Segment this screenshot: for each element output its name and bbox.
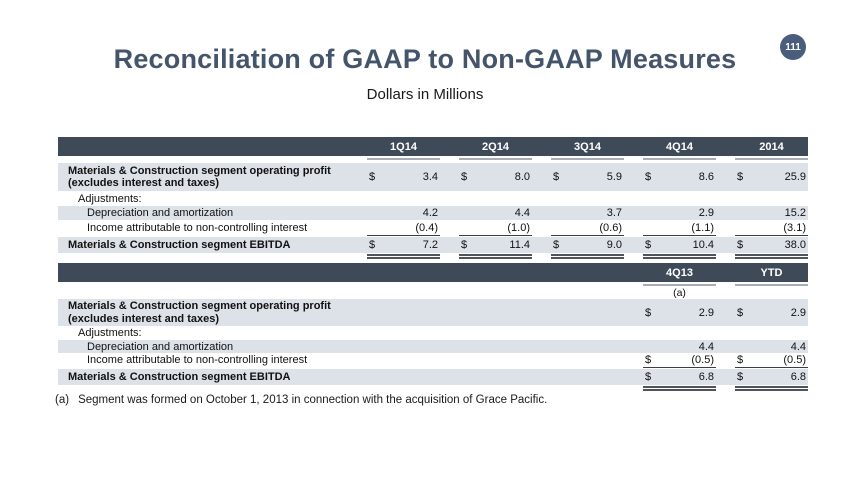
cell: $9.0: [553, 239, 622, 251]
row-label: Materials & Construction segment operati…: [68, 300, 331, 325]
cell: $5.9: [553, 171, 622, 183]
row-label: Income attributable to non-controlling i…: [87, 221, 308, 234]
cell: $38.0: [737, 239, 806, 251]
cell: $ (0.5): [645, 354, 714, 366]
cell: 15.2: [784, 207, 806, 219]
table2-row-adjustments: Adjustments:: [58, 326, 808, 340]
row-label: Adjustments:: [78, 192, 142, 205]
cell: 2.9: [698, 207, 714, 219]
cell: (1.1): [691, 221, 714, 234]
cell: 4.2: [422, 207, 438, 219]
cell: $6.8: [645, 371, 714, 383]
column-note: (a): [673, 286, 686, 299]
cell: $11.4: [461, 239, 530, 251]
table1-row-operating-profit: Materials & Construction segment operati…: [58, 163, 808, 191]
cell: (1.0): [507, 221, 530, 234]
table1-row-depreciation: Depreciation and amortization 4.2 4.4 3.…: [58, 206, 808, 220]
table2-row-depreciation: Depreciation and amortization 4.4 4.4: [58, 340, 808, 353]
footnote: (a) Segment was formed on October 1, 201…: [55, 394, 547, 406]
row-label: Materials & Construction segment EBITDA: [68, 239, 291, 251]
table1-col-4q14: 4Q14: [666, 140, 693, 153]
table1-row-ebitda: Materials & Construction segment EBITDA …: [58, 237, 808, 253]
cell: 3.7: [606, 207, 622, 219]
table2-column-note-row: (a): [58, 286, 808, 299]
page-subtitle: Dollars in Millions: [366, 86, 484, 103]
table1-row-noncontrolling: Income attributable to non-controlling i…: [58, 220, 808, 235]
table2-total-rule: [58, 386, 808, 391]
table1-header-rule: [58, 158, 808, 160]
cell: $3.4: [369, 171, 438, 183]
cell: (0.6): [599, 221, 622, 234]
cell: $10.4: [645, 239, 714, 251]
table1-col-1q14: 1Q14: [390, 140, 417, 153]
cell: $8.0: [461, 171, 530, 183]
cell: 4.4: [514, 207, 530, 219]
table1-total-rule: [58, 254, 808, 259]
footnote-text: Segment was formed on October 1, 2013 in…: [78, 394, 548, 406]
row-label: Depreciation and amortization: [87, 207, 234, 219]
cell: $7.2: [369, 239, 438, 251]
table1-col-2014: 2014: [759, 140, 784, 153]
row-label: Materials & Construction segment EBITDA: [68, 371, 291, 383]
table2-col-ytd: YTD: [760, 266, 783, 279]
cell: 4.4: [698, 340, 714, 353]
table1-subtotal-rule: [58, 235, 808, 236]
row-label: Adjustments:: [78, 327, 142, 339]
cell: $ (0.5): [737, 354, 806, 366]
table2-col-4q13: 4Q13: [666, 266, 693, 279]
cell: $8.6: [645, 171, 714, 183]
page-number-badge: 111: [780, 34, 806, 60]
table2-row-ebitda: Materials & Construction segment EBITDA …: [58, 369, 808, 385]
row-label: Depreciation and amortization: [87, 340, 234, 353]
table1-col-2q14: 2Q14: [482, 140, 509, 153]
cell: (3.1): [783, 221, 806, 234]
cell: $25.9: [737, 171, 806, 183]
table2-subtotal-rule: [58, 367, 808, 368]
cell: $2.9: [645, 306, 714, 319]
footnote-marker: (a): [55, 394, 70, 406]
cell: (0.4): [415, 221, 438, 234]
cell: 4.4: [790, 340, 806, 353]
row-label: Income attributable to non-controlling i…: [87, 354, 308, 366]
table1-col-3q14: 3Q14: [574, 140, 601, 153]
table2-header-row: 4Q13 YTD: [58, 263, 808, 282]
table1-row-adjustments: Adjustments:: [58, 191, 808, 206]
table2-header-rule: [58, 284, 808, 286]
table1-header-row: 1Q14 2Q14 3Q14 4Q14 2014: [58, 137, 808, 156]
row-label: Materials & Construction segment operati…: [68, 164, 331, 190]
table2-row-noncontrolling: Income attributable to non-controlling i…: [58, 353, 808, 367]
cell: $6.8: [737, 371, 806, 383]
page-title: Reconciliation of GAAP to Non-GAAP Measu…: [113, 44, 737, 74]
cell: $2.9: [737, 306, 806, 319]
table2-row-operating-profit: Materials & Construction segment operati…: [58, 299, 808, 326]
